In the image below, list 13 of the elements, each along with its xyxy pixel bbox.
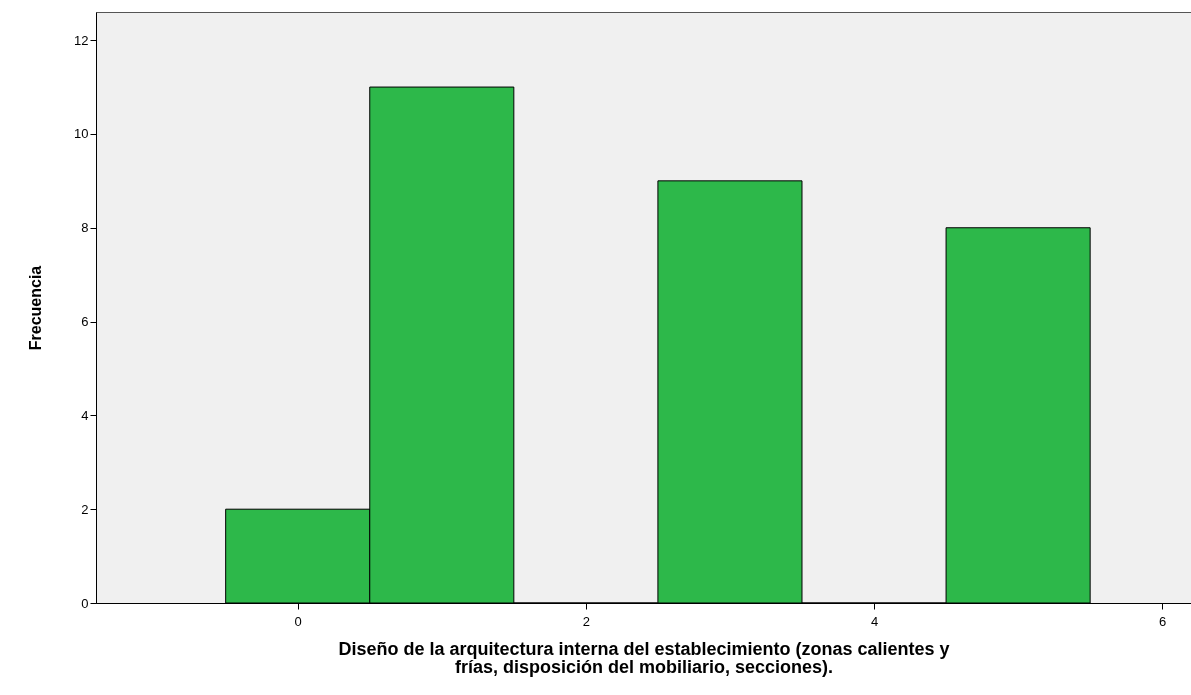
y-tick-label: 0 — [81, 595, 89, 611]
x-tick-label: 2 — [582, 613, 590, 629]
y-tick-label: 2 — [81, 501, 89, 517]
y-tick-label: 12 — [74, 32, 89, 48]
y-tick-label: 8 — [81, 220, 89, 236]
x-tick-label: 0 — [294, 613, 302, 629]
y-tick-label: 4 — [81, 407, 89, 423]
x-tick-label: 6 — [1159, 613, 1167, 629]
x-tick-label: 4 — [870, 613, 879, 629]
y-axis-title: Frecuencia — [27, 265, 45, 351]
y-tick-label: 10 — [74, 126, 89, 142]
x-axis-title: Diseño de la arquitectura interna del establecimiento (zonas calientes y frías, disposición del mobiliario, secciones). — [338, 638, 950, 677]
y-tick-label: 6 — [81, 314, 89, 330]
